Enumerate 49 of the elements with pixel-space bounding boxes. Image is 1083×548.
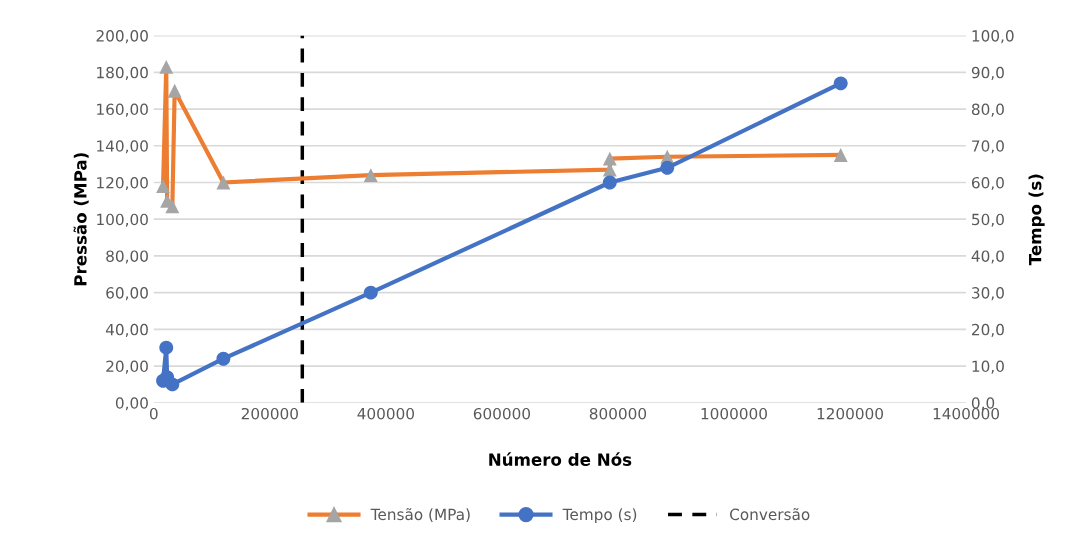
- point: [165, 377, 180, 392]
- point: [602, 175, 617, 190]
- legend-label: Conversão: [730, 508, 810, 521]
- point: [833, 76, 848, 91]
- y-tick-label: 60,00: [106, 287, 148, 301]
- y2-tick-label: 60,0: [971, 176, 1004, 191]
- x-tick-label: 1200000: [817, 407, 884, 420]
- y2-tick-label: 40,0: [971, 250, 1004, 264]
- point: [159, 340, 174, 355]
- x-tick-label: 0: [149, 407, 158, 420]
- point: [167, 83, 182, 98]
- x-tick-label: 1000000: [701, 407, 767, 420]
- x-tick-label: 400000: [357, 407, 414, 420]
- y2-tick-label: 20,0: [972, 323, 1004, 337]
- y-tick-label: 0,00: [115, 397, 148, 411]
- point: [216, 351, 231, 366]
- x-axis-title: Número de Nós: [489, 452, 632, 466]
- y2-tick-label: 70,0: [972, 140, 1004, 154]
- y2-tick-label: 50,0: [972, 213, 1004, 227]
- y-axis-title: Pressão (MPa): [73, 153, 89, 286]
- y2-tick-label: 30,0: [972, 287, 1004, 301]
- y2-tick-label: 90,0: [971, 66, 1004, 80]
- y-tick-label: 120,00: [97, 176, 148, 191]
- y-tick-label: 100,00: [97, 213, 148, 227]
- legend-label: Tensão (MPa): [370, 508, 470, 522]
- x-tick-label: 800000: [589, 407, 647, 420]
- y-tick-label: 160,00: [97, 103, 148, 117]
- y-tick-label: 180,00: [97, 66, 148, 80]
- x-tick-label: 200000: [241, 407, 298, 420]
- point: [660, 160, 675, 175]
- point: [602, 151, 617, 166]
- y-tick-label: 200,00: [96, 30, 148, 44]
- point: [165, 199, 180, 214]
- point: [156, 179, 171, 194]
- point: [159, 59, 174, 74]
- y2-tick-label: 100,0: [972, 30, 1014, 44]
- x-tick-label: 600000: [473, 407, 531, 420]
- legend-label: Tempo (s): [562, 508, 637, 524]
- point: [833, 148, 848, 162]
- y-tick-label: 40,00: [105, 323, 148, 337]
- y-tick-label: 140,00: [97, 140, 148, 154]
- y-tick-label: 20,00: [106, 360, 148, 374]
- y2-tick-label: 80,0: [971, 103, 1004, 117]
- point: [363, 285, 378, 300]
- point: [363, 168, 378, 183]
- point: [216, 175, 231, 190]
- y2-axis-title: Tempo (s): [1028, 174, 1045, 266]
- y-tick-label: 80,00: [106, 250, 148, 264]
- y2-tick-label: 10,0: [972, 360, 1004, 374]
